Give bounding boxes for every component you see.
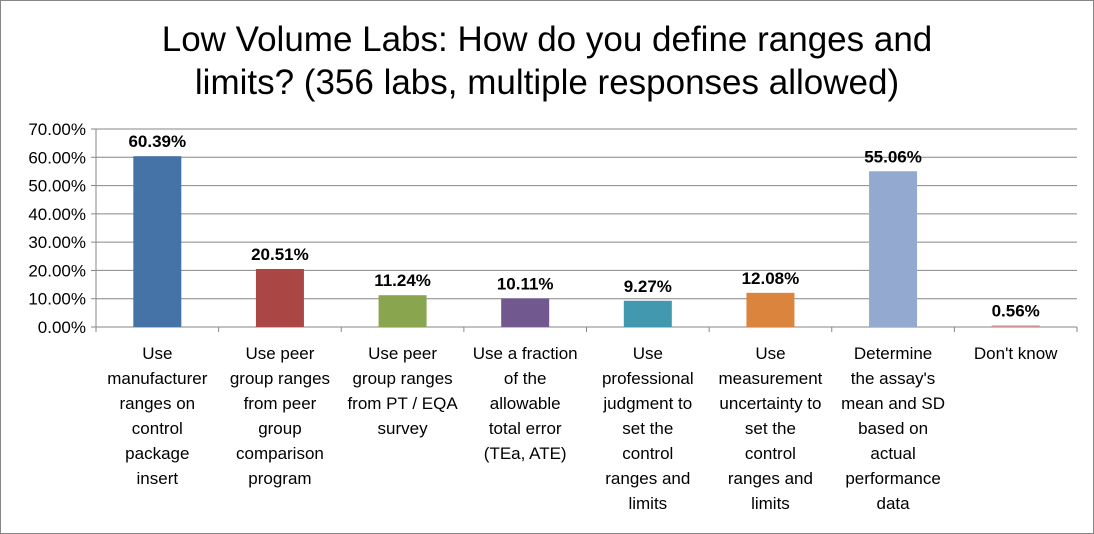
x-category-label-line: ranges on xyxy=(119,394,196,413)
data-label: 11.24% xyxy=(374,271,431,290)
x-category-label-line: control xyxy=(131,419,183,438)
data-label: 20.51% xyxy=(251,245,309,264)
x-category-label: Don't know xyxy=(957,341,1075,366)
bar xyxy=(623,300,672,327)
x-category-label-line: data xyxy=(876,494,910,513)
x-category-label-line: uncertainty to xyxy=(719,394,822,413)
x-category-label-line: actual xyxy=(870,444,916,463)
x-category-label-line: from peer xyxy=(243,394,317,413)
bar xyxy=(378,295,427,327)
x-category-label-line: ranges and xyxy=(727,469,813,488)
x-category-label-line: based on xyxy=(858,419,929,438)
bar xyxy=(991,325,1040,327)
x-category-label-line: allowable xyxy=(489,394,561,413)
x-category-label-line: set the xyxy=(744,419,796,438)
x-category-label-line: Use xyxy=(632,344,663,363)
x-category-label-line: group xyxy=(258,419,302,438)
x-category-label-line: group ranges xyxy=(229,369,331,388)
x-category-label: Use peer group ranges from PT / EQA survey xyxy=(344,341,462,441)
x-category-label: Use professional judgment to set the control… xyxy=(589,341,707,516)
chart-title-line: limits? (356 labs, multiple responses al… xyxy=(194,63,900,102)
y-tick-label: 0.00% xyxy=(38,318,86,337)
x-category-label: Use manufacturer ranges on control package in… xyxy=(98,341,216,491)
x-category-label-line: control xyxy=(622,444,674,463)
x-category-label-line: mean and SD xyxy=(841,394,946,413)
x-category-label-line: performance xyxy=(845,469,941,488)
chart-title: Low Volume Labs: How do you define range… xyxy=(0,18,1094,104)
x-category-label-line: control xyxy=(744,444,796,463)
x-category-label-line: insert xyxy=(136,469,179,488)
x-category-label: Use measurement uncertainty to set the contr… xyxy=(711,341,829,516)
x-category-label-line: professional xyxy=(601,369,694,388)
bar xyxy=(869,171,918,327)
x-category-label-line: Use peer xyxy=(245,344,315,363)
bar xyxy=(746,292,795,327)
data-label: 10.11% xyxy=(497,274,554,293)
chart-title-line: Low Volume Labs: How do you define range… xyxy=(161,20,933,59)
data-label: 12.08% xyxy=(742,269,800,288)
x-category-label: Determine the assay's mean and SD based on a… xyxy=(834,341,952,516)
x-category-label-line: package xyxy=(125,444,190,463)
y-tick-label: 50.00% xyxy=(28,177,86,196)
x-category-label-line: Use peer xyxy=(368,344,438,363)
data-label: 9.27% xyxy=(624,277,672,296)
x-category-label-line: survey xyxy=(377,419,428,438)
x-category-label-line: ranges and xyxy=(605,469,691,488)
x-category-label-line: group ranges xyxy=(352,369,453,388)
y-tick-label: 10.00% xyxy=(28,290,86,309)
data-label: 0.56% xyxy=(992,301,1040,320)
bar xyxy=(133,156,182,327)
y-tick-label: 60.00% xyxy=(28,148,86,167)
x-category-label-line: Use xyxy=(142,344,173,363)
x-category-label-line: judgment to xyxy=(603,394,693,413)
data-label: 60.39% xyxy=(128,132,186,151)
x-category-label-line: Use a fraction xyxy=(472,344,578,363)
data-label: 55.06% xyxy=(864,147,922,166)
y-tick-label: 30.00% xyxy=(28,233,86,252)
x-category-label-line: from PT / EQA xyxy=(347,394,458,413)
x-category-label-line: limits xyxy=(628,494,668,513)
x-category-label: Use peer group ranges from peer group compar… xyxy=(221,341,339,491)
x-category-label-line: total error xyxy=(488,419,562,438)
y-tick-label: 20.00% xyxy=(28,261,86,280)
x-category-label-line: measurement xyxy=(718,369,823,388)
x-category-label-line: Use xyxy=(755,344,786,363)
x-category-label-line: of the xyxy=(503,369,547,388)
y-tick-label: 70.00% xyxy=(28,120,86,139)
bar xyxy=(255,268,304,327)
x-category-label-line: comparison xyxy=(236,444,324,463)
x-category-label-line: manufacturer xyxy=(107,369,208,388)
x-category-label-line: set the xyxy=(622,419,674,438)
x-category-label-line: limits xyxy=(751,494,790,513)
x-category-label-line: (TEa, ATE) xyxy=(483,444,567,463)
x-category-label-line: Determine xyxy=(853,344,933,363)
x-category-label-line: Don't know xyxy=(973,344,1058,363)
bar xyxy=(501,298,550,327)
x-category-label-line: program xyxy=(248,469,312,488)
x-category-label: Use a fraction of the allowable total error… xyxy=(466,341,584,466)
x-category-label-line: the assay's xyxy=(850,369,936,388)
y-tick-label: 40.00% xyxy=(28,205,86,224)
